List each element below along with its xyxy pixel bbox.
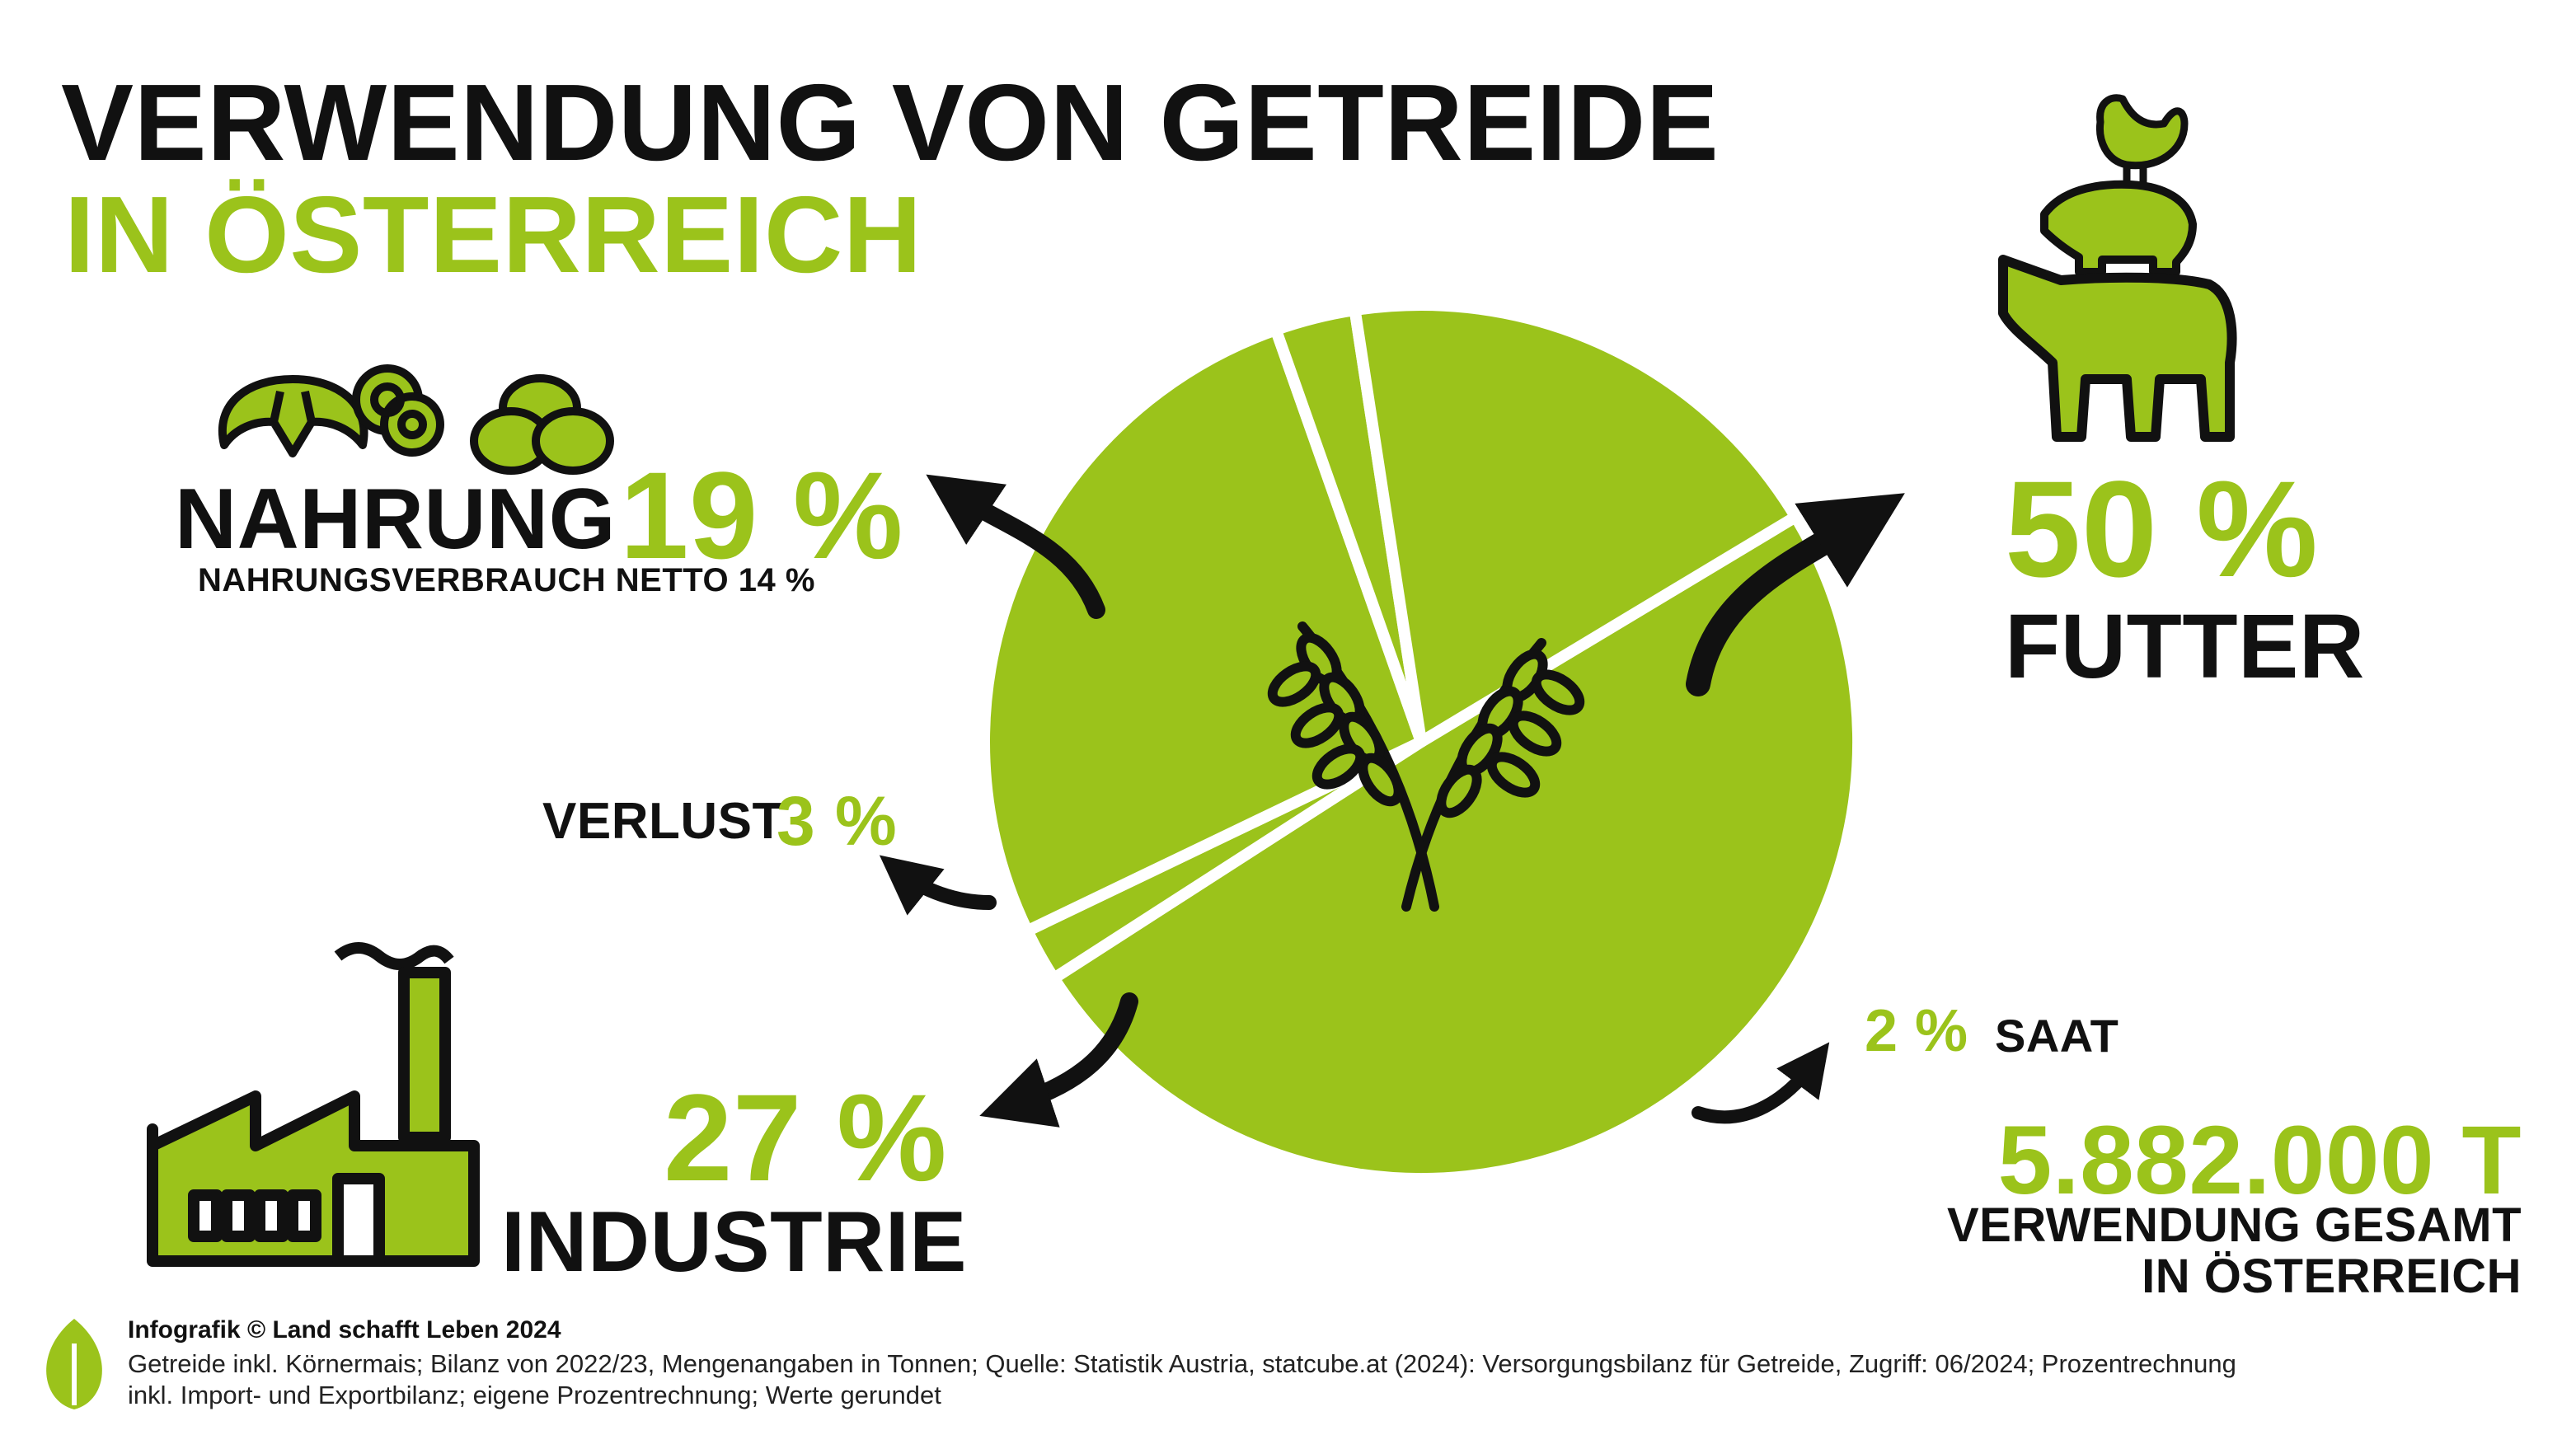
footer-note-line-1: Getreide inkl. Körnermais; Bilanz von 20… [128,1349,2236,1378]
factory-icon [147,942,480,1267]
wheat-icon [1267,621,1585,912]
bread-rolls-icon [470,374,614,475]
pie-slice-industrie [978,324,1427,937]
footer-credit: Infografik © Land schafft Leben 2024 [128,1316,561,1343]
pretzel-icon [352,364,444,457]
industrie-label: INDUSTRIE [501,1194,967,1290]
footer-note-line-2: inkl. Import- und Exportbilanz; eigene P… [128,1381,941,1409]
land-schafft-leben-logo-icon [46,1319,102,1409]
nahrung-subtitle: NAHRUNGSVERBRAUCH NETTO 14 % [198,562,815,598]
verlust-percentage: 3 % [777,782,898,860]
pig-icon [2040,180,2197,276]
arrow-to-futter [1686,493,1905,696]
futter-percentage: 50 % [2005,453,2319,606]
pie-slice-futter [1048,511,1865,1185]
pie-slice-nahrung [1349,299,1802,748]
saat-percentage: 2 % [1865,998,1968,1064]
arrow-to-saat [1692,1042,1830,1124]
total-subtitle-line-1: VERWENDUNG GESAMT [1946,1198,2522,1252]
futter-label: FUTTER [2005,596,2365,697]
nahrung-percentage: 19 % [620,446,903,584]
industrie-percentage: 27 % [664,1068,947,1207]
pie-chart [978,299,1865,1185]
cow-icon [1998,255,2237,442]
chicken-icon [2095,94,2189,183]
saat-label: SAAT [1995,1010,2119,1062]
total-subtitle-line-2: IN ÖSTERREICH [2142,1250,2522,1303]
nahrung-label: NAHRUNG [175,471,617,567]
arrow-to-industrie [979,992,1138,1128]
arrow-to-nahrung [926,474,1105,619]
title-line-2: IN ÖSTERREICH [64,174,922,295]
footer-notes: Getreide inkl. Körnermais; Bilanz von 20… [128,1348,2518,1411]
total-value: 5.882.000 T [1997,1106,2522,1215]
arrow-to-verlust [879,855,997,916]
croissant-icon [218,375,368,457]
verlust-label: VERLUST [542,793,784,850]
title-line-1: VERWENDUNG VON GETREIDE [61,62,1720,183]
